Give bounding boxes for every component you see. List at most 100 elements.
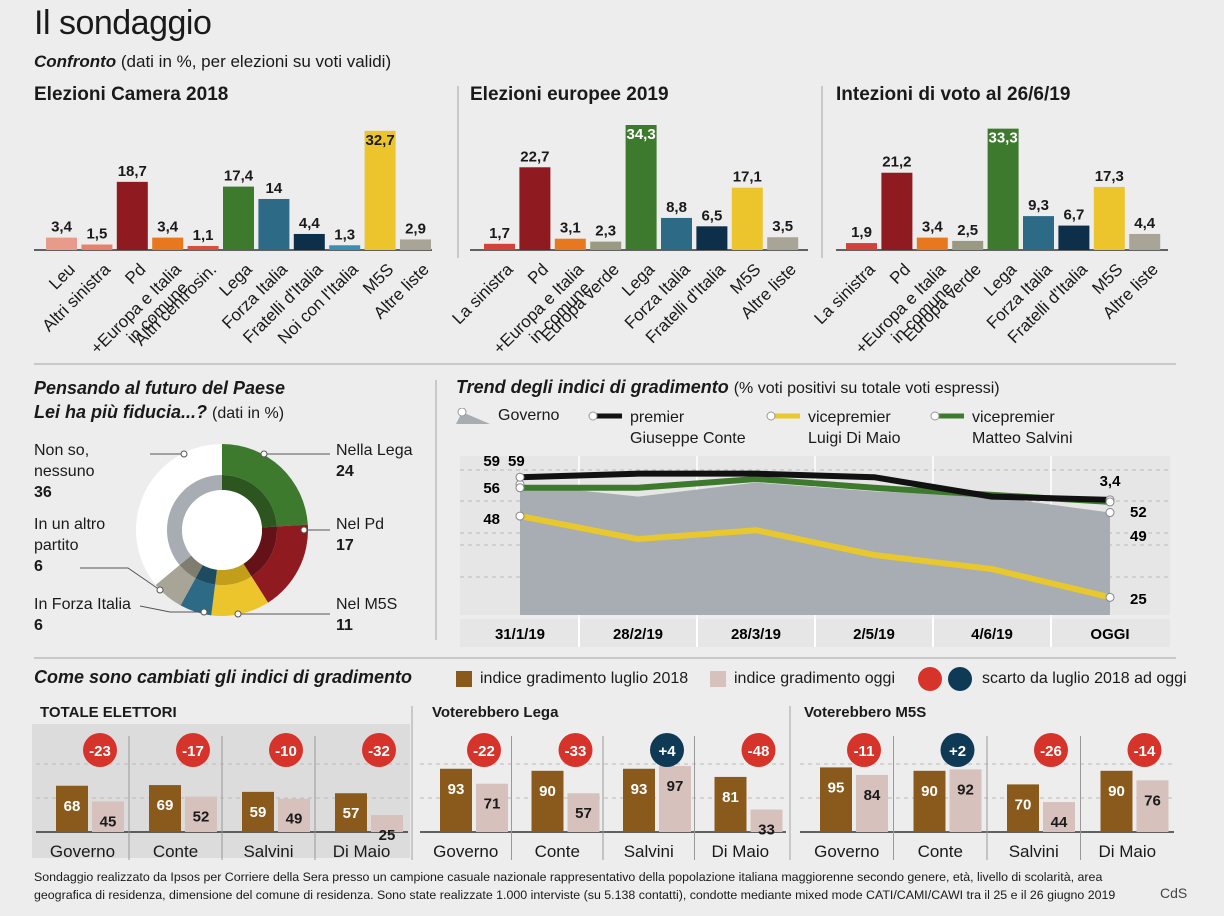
donut-inner-ring [195, 565, 217, 585]
scarto-value: -14 [1134, 743, 1156, 760]
scarto-value: -10 [275, 743, 297, 760]
trend-note: (% voti positivi su totale voti espressi… [733, 380, 1000, 397]
bar-category-line: Pd [886, 260, 914, 288]
scarto-value: +2 [949, 743, 966, 760]
europee-2019-title: Elezioni europee 2019 [470, 84, 669, 105]
bar-oggi [949, 769, 982, 832]
scarto-badge [362, 733, 396, 767]
x-tick-label: 28/3/19 [731, 626, 781, 643]
scarto-value: -22 [473, 743, 495, 760]
category-label: Salvini [1009, 842, 1059, 861]
legend-label: Governo [498, 407, 560, 424]
bar-category-label: La sinistra [811, 259, 880, 328]
bar-value: 90 [921, 783, 938, 800]
bar-value-label: 33,3 [988, 130, 1017, 147]
bar-value-label: 1,5 [86, 226, 107, 243]
bar [846, 243, 877, 250]
category-label: Salvini [624, 842, 674, 861]
legend-line-swatch [766, 407, 800, 430]
bar-value: 76 [1144, 792, 1161, 809]
leader-dot [180, 450, 188, 458]
intenzioni-title: Intezioni di voto al 26/6/19 [836, 84, 1071, 105]
group-title-lega: Voterebbero Lega [432, 704, 559, 721]
donut-label-text: Nel Pd [336, 516, 385, 533]
bar-oggi [856, 774, 888, 832]
category-label: Salvini [243, 842, 293, 861]
bar-value-label: 4,4 [1134, 215, 1156, 232]
donut-value: 6 [34, 617, 43, 634]
bar [1058, 225, 1090, 250]
bar-value: 97 [667, 778, 684, 795]
bar-value: 52 [193, 809, 210, 826]
bar [661, 217, 692, 250]
bar-luglio2018 [714, 776, 747, 832]
donut-label-fi: In Forza Italia 6 [34, 594, 131, 636]
donut-label-text: In un altro partito [34, 516, 106, 554]
leader-line [139, 605, 204, 613]
bar-value-label: 2,9 [405, 220, 426, 237]
bar-value-label: 14 [266, 180, 283, 197]
trend-point [515, 511, 525, 521]
swatch-navy-circle [948, 667, 972, 691]
bar-luglio2018 [242, 791, 274, 832]
bar-value-label: 2,3 [595, 223, 616, 240]
trend-start-label: 59 [508, 453, 525, 470]
fiducia-note: (dati in %) [212, 405, 285, 422]
footer-note: Sondaggio realizzato da Ipsos per Corrie… [34, 870, 1116, 902]
legend-label: indice gradimento luglio 2018 [480, 670, 689, 687]
bar [293, 233, 325, 250]
bar-luglio2018 [820, 767, 852, 832]
donut-slice [251, 524, 308, 603]
trend-point [515, 483, 525, 493]
bar-category-line: Altri sinistra [39, 259, 115, 335]
trend-end-label: 49 [1130, 528, 1147, 545]
bar-value-label: 17,4 [224, 168, 254, 185]
bar-value-label: 1,1 [193, 227, 214, 244]
bar-value-label: 18,7 [118, 163, 147, 180]
legend-label: vicepremier Matteo Salvini [972, 409, 1073, 447]
governo-legend-swatch [456, 407, 490, 424]
donut-label-pd: Nel Pd 17 [336, 514, 384, 556]
trend-point [515, 472, 525, 482]
trend-point [1105, 497, 1115, 507]
dividers [34, 86, 1176, 860]
bar-category-label: Altri sinistra [39, 259, 115, 335]
scarto-value: -26 [1040, 743, 1062, 760]
bar-value: 90 [539, 783, 556, 800]
bar-luglio2018 [623, 768, 655, 832]
bar [767, 237, 799, 250]
scarto-badge [741, 733, 776, 767]
trend-start-label: 48 [483, 511, 500, 528]
fiducia-title: Pensando al futuro del Paese Lei ha più f… [34, 376, 285, 426]
bar-value-label: 1,3 [334, 226, 355, 243]
legend-salvini: vicepremier Matteo Salvini [930, 407, 1073, 449]
bar-value-label: 1,9 [851, 224, 872, 241]
scarto-value: -32 [368, 743, 390, 760]
trend-line [519, 513, 1111, 601]
subtitle-bold: Confronto [34, 52, 117, 71]
bar-value-label: 17,1 [733, 169, 762, 186]
bar-value: 70 [1015, 796, 1032, 813]
x-tick-label: 28/2/19 [613, 626, 663, 643]
bar-value-label: 22,7 [520, 148, 549, 165]
bar-value-label: 3,4 [51, 219, 73, 236]
bar-category-label: Pd [121, 260, 149, 288]
legend-line-swatch [930, 407, 964, 430]
legend-label: premier Giuseppe Conte [630, 409, 746, 447]
bar-luglio2018 [913, 770, 946, 832]
gradimento-bar-charts: 68 45 -23 Governo 69 52 -17 Conte 59 49 -10 Salvini… [32, 724, 1174, 861]
bar-value: 69 [157, 797, 174, 814]
leader-dot [300, 526, 308, 534]
bar [1093, 186, 1125, 250]
scarto-badge [467, 733, 501, 767]
scarto-badge [1127, 733, 1162, 767]
bar [223, 186, 254, 250]
swatch-red-circle [918, 667, 942, 691]
bar-value-label: 3,4 [922, 219, 944, 236]
leader-dot [260, 450, 268, 458]
category-label: Conte [153, 842, 198, 861]
bar [152, 237, 184, 250]
bar [484, 243, 515, 250]
donut-value: 6 [34, 558, 43, 575]
